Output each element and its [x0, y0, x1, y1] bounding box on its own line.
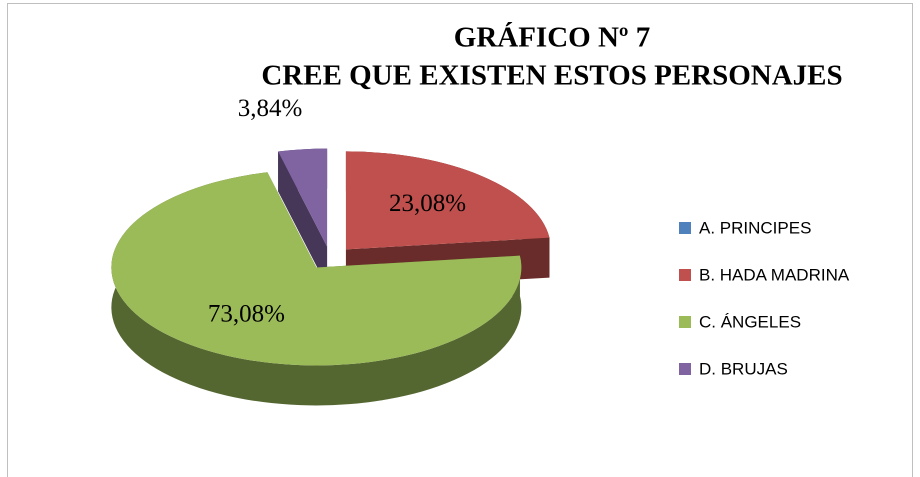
legend-swatch: [679, 269, 691, 281]
data-label: 3,84%: [238, 95, 303, 122]
data-label: 23,08%: [389, 190, 466, 217]
legend-label: D. BRUJAS: [699, 359, 788, 378]
legend-label: A. PRINCIPES: [699, 218, 811, 237]
data-label: 73,08%: [208, 301, 285, 328]
legend-label: B. HADA MADRINA: [699, 265, 850, 284]
chart-title: GRÁFICO Nº 7: [454, 21, 650, 54]
slice: [278, 148, 328, 247]
legend-swatch: [679, 363, 691, 375]
slice: [345, 151, 550, 250]
legend-swatch: [679, 316, 691, 328]
legend-swatch: [679, 222, 691, 234]
legend-label: C. ÁNGELES: [699, 312, 801, 331]
slice: [111, 172, 522, 366]
chart-subtitle: CREE QUE EXISTEN ESTOS PERSONAJES: [261, 60, 842, 92]
